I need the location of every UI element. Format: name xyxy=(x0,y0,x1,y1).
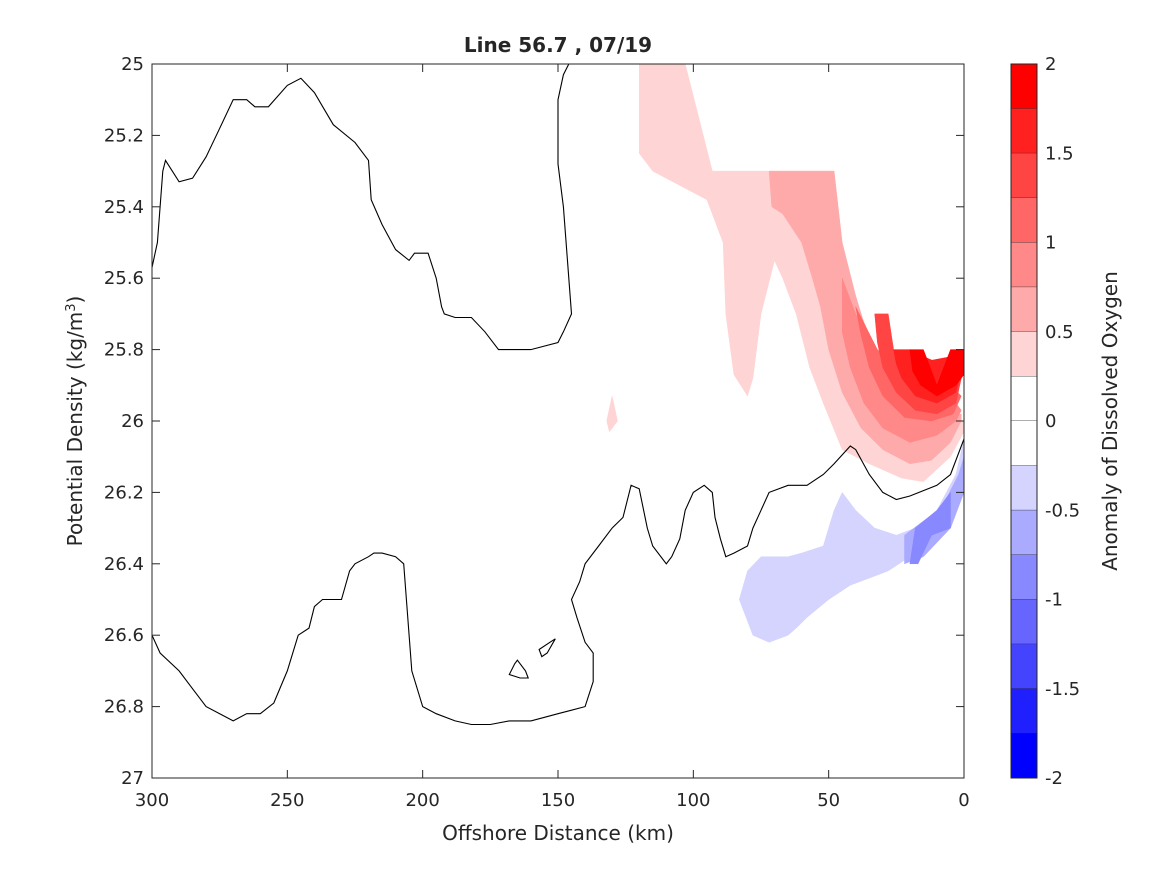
colorbar-tick-label: 0.5 xyxy=(1045,322,1074,343)
colorbar-level xyxy=(1011,554,1037,600)
x-axis-ticks: 300 250 200 150 100 50 0 xyxy=(135,64,970,811)
x-tick-label: 250 xyxy=(270,790,304,811)
y-axis-ticks: 25 25.2 25.4 25.6 25.8 26 26.2 26.4 26.6 26.8 27 xyxy=(104,54,964,789)
y-tick-label: 26.4 xyxy=(104,554,144,575)
x-tick-label: 200 xyxy=(405,790,439,811)
colorbar-level xyxy=(1011,242,1037,288)
colorbar-label: Anomaly of Dissolved Oxygen xyxy=(1098,271,1122,571)
colorbar-level xyxy=(1011,465,1037,511)
colorbar-tick-label: 1 xyxy=(1045,233,1056,254)
y-axis-label: Potential Density (kg/m3) xyxy=(63,296,87,547)
colorbar-tick-label: 2 xyxy=(1045,54,1056,75)
colorbar-tick-label: -2 xyxy=(1045,768,1063,789)
zero-contour-lower xyxy=(152,438,964,726)
x-tick-label: 300 xyxy=(135,790,169,811)
colorbar-frame xyxy=(1010,63,1038,779)
x-tick-label: 100 xyxy=(676,790,710,811)
y-tick-label: 26.6 xyxy=(104,625,144,646)
filled-contour-regions xyxy=(606,64,964,643)
colorbar-level xyxy=(1011,644,1037,689)
colorbar-level xyxy=(1011,733,1037,778)
zero-contour-upper xyxy=(152,64,573,351)
x-tick-label: 150 xyxy=(541,790,575,811)
y-tick-label: 27 xyxy=(121,768,144,789)
region-red-7 xyxy=(909,349,964,397)
colorbar xyxy=(1011,64,1037,779)
colorbar-level xyxy=(1011,599,1037,645)
colorbar-ticks: 2 1.5 1 0.5 0 -0.5 -1 -1.5 -2 xyxy=(1045,54,1080,789)
colorbar-tick-label: -1.5 xyxy=(1045,679,1080,700)
colorbar-level xyxy=(1011,376,1037,421)
colorbar-level xyxy=(1011,197,1037,243)
y-tick-label: 25.4 xyxy=(104,197,144,218)
colorbar-tick-label: 1.5 xyxy=(1045,143,1074,164)
y-axis-label-sup: 3 xyxy=(64,303,79,311)
x-tick-label: 50 xyxy=(817,790,840,811)
zero-contour-loop-b xyxy=(508,659,529,679)
colorbar-level xyxy=(1011,421,1037,466)
region-pink-speck xyxy=(606,395,618,433)
colorbar-level xyxy=(1011,108,1037,154)
y-tick-label: 26 xyxy=(121,411,144,432)
y-tick-label: 25.8 xyxy=(104,340,144,361)
colorbar-level xyxy=(1011,64,1037,109)
y-tick-label: 25 xyxy=(121,54,144,75)
x-tick-label: 0 xyxy=(958,790,969,811)
colorbar-level xyxy=(1011,331,1037,377)
colorbar-tick-label: -0.5 xyxy=(1045,500,1080,521)
x-axis-label: Offshore Distance (km) xyxy=(442,821,674,845)
colorbar-tick-label: -1 xyxy=(1045,590,1063,611)
colorbar-level xyxy=(1011,287,1037,332)
y-tick-label: 25.6 xyxy=(104,268,144,289)
y-tick-label: 26.2 xyxy=(104,482,144,503)
y-tick-label: 26.8 xyxy=(104,697,144,718)
colorbar-level xyxy=(1011,688,1037,734)
colorbar-level xyxy=(1011,510,1037,555)
region-blue-3 xyxy=(909,491,951,565)
zero-contour-lines xyxy=(152,64,964,726)
y-tick-label: 25.2 xyxy=(104,125,144,146)
chart-title: Line 56.7 , 07/19 xyxy=(464,33,652,57)
y-axis-label-tail: ) xyxy=(63,296,87,304)
colorbar-tick-label: 0 xyxy=(1045,411,1056,432)
colorbar-level xyxy=(1011,153,1037,198)
zero-contour-loop-a xyxy=(538,638,556,658)
y-axis-label-main: Potential Density (kg/m xyxy=(63,312,87,547)
